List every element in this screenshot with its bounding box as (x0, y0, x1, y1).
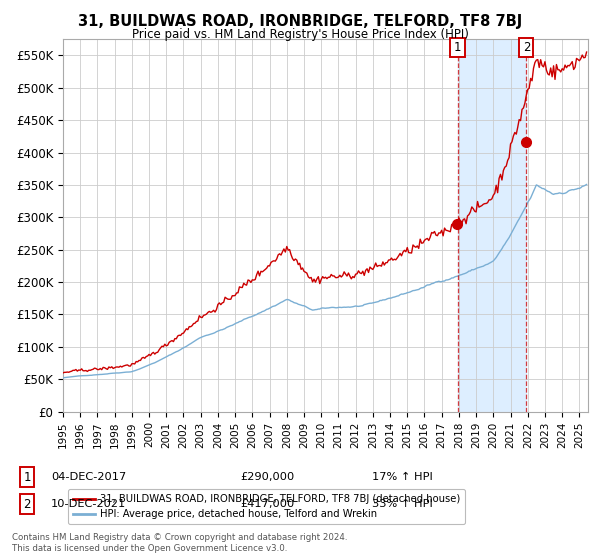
Text: 1: 1 (454, 41, 461, 54)
Text: 10-DEC-2021: 10-DEC-2021 (51, 499, 126, 509)
Text: 04-DEC-2017: 04-DEC-2017 (51, 472, 126, 482)
Text: 33% ↑ HPI: 33% ↑ HPI (372, 499, 433, 509)
Text: Contains HM Land Registry data © Crown copyright and database right 2024.
This d: Contains HM Land Registry data © Crown c… (12, 533, 347, 553)
Text: 2: 2 (523, 41, 530, 54)
Text: 2: 2 (23, 497, 31, 511)
Text: 17% ↑ HPI: 17% ↑ HPI (372, 472, 433, 482)
Text: 1: 1 (23, 470, 31, 484)
Bar (458, 39, 526, 412)
Legend: 31, BUILDWAS ROAD, IRONBRIDGE, TELFORD, TF8 7BJ (detached house), HPI: Average p: 31, BUILDWAS ROAD, IRONBRIDGE, TELFORD, … (68, 489, 465, 524)
Text: Price paid vs. HM Land Registry's House Price Index (HPI): Price paid vs. HM Land Registry's House … (131, 28, 469, 41)
Text: £417,000: £417,000 (240, 499, 294, 509)
Text: £290,000: £290,000 (240, 472, 294, 482)
Text: 31, BUILDWAS ROAD, IRONBRIDGE, TELFORD, TF8 7BJ: 31, BUILDWAS ROAD, IRONBRIDGE, TELFORD, … (78, 14, 522, 29)
